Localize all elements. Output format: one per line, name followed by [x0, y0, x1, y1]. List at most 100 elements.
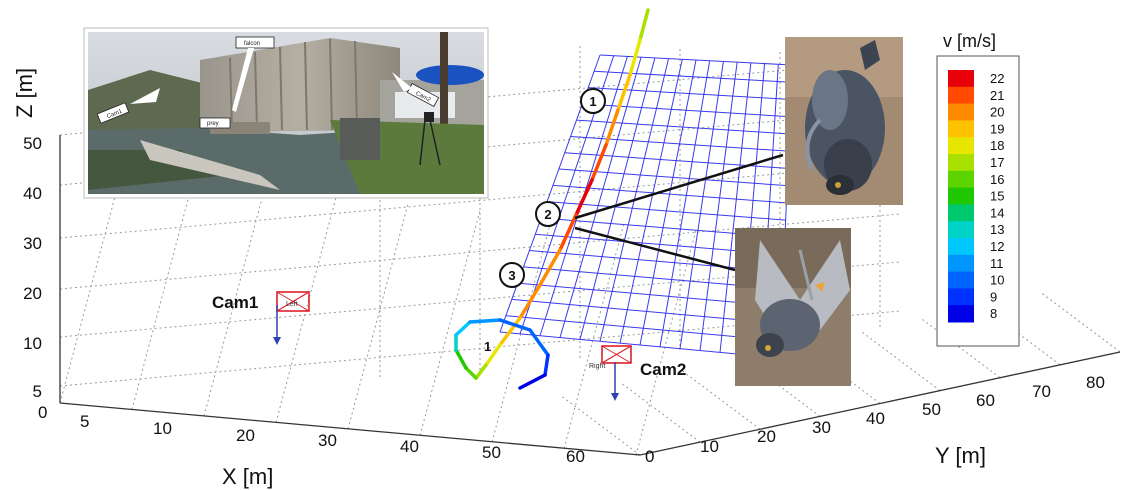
svg-text:falcon: falcon [244, 41, 260, 47]
svg-text:Cam1: Cam1 [212, 293, 258, 312]
mesh-line [599, 54, 793, 66]
trajectory-segment [574, 178, 594, 217]
trajectory-segment [454, 320, 472, 337]
colorbar-tick-label: 19 [990, 121, 1004, 136]
y-tick-label: 40 [866, 409, 885, 428]
grid-line-x-4 [347, 203, 409, 430]
mesh-line [505, 315, 781, 342]
marker-1: 1 [580, 88, 606, 114]
grid-line-y-5 [859, 330, 941, 391]
trajectory-segment [498, 316, 522, 347]
falcon-photo-upper [785, 37, 903, 205]
colorbar-swatch [948, 86, 974, 105]
axes-frame [59, 135, 1121, 456]
z-tick-label: 5 [33, 382, 42, 401]
colorbar-swatch [948, 120, 974, 138]
trajectory-segment [484, 343, 502, 367]
z-tick-label: 40 [23, 184, 42, 203]
y-axis-line [639, 351, 1121, 456]
svg-text:v [m/s]: v [m/s] [943, 31, 996, 51]
x-tick-label: 40 [400, 437, 419, 456]
mesh-line [582, 103, 790, 118]
colorbar-swatch [948, 170, 974, 189]
x-axis-line [59, 402, 641, 456]
trajectory-segment [464, 366, 478, 380]
connector-line-top [574, 153, 784, 220]
colorbar-swatch [948, 305, 974, 323]
mesh-line [594, 70, 792, 83]
z-tick-label: 10 [23, 334, 42, 353]
svg-text:Right: Right [589, 363, 605, 370]
trajectory-segment [518, 283, 542, 320]
mesh-line [719, 62, 752, 353]
grid-line-x-6 [491, 216, 553, 443]
mesh-line [679, 61, 724, 349]
mesh-line [639, 59, 697, 346]
grid-line-x-2 [203, 190, 265, 417]
mesh-line [559, 57, 642, 338]
cam2-marker: Right Cam2 [589, 345, 686, 401]
mesh-line [547, 201, 786, 221]
y-tick-label: 80 [1086, 373, 1105, 392]
trajectory-segment [604, 108, 620, 147]
svg-text:Cam1: Cam1 [106, 108, 124, 120]
trajectory-segment [616, 73, 632, 112]
falcon-photo-lower [735, 228, 851, 386]
mesh-line [576, 119, 790, 135]
colorbar-swatch [948, 204, 974, 222]
y-tick-label: 50 [922, 400, 941, 419]
x-tick-labels: 0 5 10 20 30 40 50 60 [38, 403, 585, 466]
x-tick-label: 20 [236, 426, 255, 445]
mesh-line [659, 60, 711, 347]
svg-text:1: 1 [589, 94, 596, 109]
trajectory-segment [454, 348, 468, 370]
x-axis-label: X [m] [222, 464, 273, 489]
x-tick-label: 10 [153, 419, 172, 438]
colorbar-tick-label: 20 [990, 105, 1004, 120]
colorbar-tick-label: 22 [990, 71, 1004, 86]
y-tick-label: 0 [645, 447, 654, 466]
colorbar-tick-label: 13 [990, 222, 1004, 237]
marker-2: 2 [535, 201, 561, 227]
trajectory-segment [518, 373, 547, 390]
colorbar-swatch [948, 70, 974, 88]
mesh-line [552, 184, 787, 204]
z-tick-label: 50 [23, 134, 42, 153]
y-tick-label: 70 [1032, 382, 1051, 401]
colorbar-tick-label: 18 [990, 138, 1004, 153]
x-tick-label: 30 [318, 431, 337, 450]
trajectory-segment [528, 328, 550, 357]
colorbar-tick-label: 8 [990, 306, 997, 321]
mesh-line [499, 331, 781, 359]
colorbar-tick-label: 17 [990, 155, 1004, 170]
colorbar-swatch [948, 254, 974, 273]
colorbar-swatch [948, 103, 974, 121]
grid-line-x-3 [275, 197, 337, 423]
y-tick-label: 10 [700, 437, 719, 456]
svg-text:Left: Left [286, 301, 298, 308]
colorbar-tick-label: 14 [990, 205, 1004, 220]
inset-photo-dam-scene: falcon Cam1 Cam2 prey [83, 27, 489, 199]
svg-text:Cam2: Cam2 [640, 360, 686, 379]
colorbar-swatch [948, 221, 974, 239]
trajectory-segment [590, 143, 608, 182]
trajectory-segment [498, 318, 532, 332]
x-tick-label: 60 [566, 447, 585, 466]
grid-line-x-5 [419, 210, 481, 436]
x-tick-label: 50 [482, 443, 501, 462]
svg-text:2: 2 [544, 207, 551, 222]
falcon-trajectory [454, 8, 650, 390]
colorbar-swatch [948, 187, 974, 205]
trajectory-segment [558, 213, 578, 252]
trajectory-segment [543, 353, 550, 377]
z-tick-label: 30 [23, 234, 42, 253]
grid-line-y-8 [1039, 291, 1121, 353]
colorbar-tick-label: 10 [990, 273, 1004, 288]
grid-line-x-1 [131, 184, 193, 410]
marker-3: 3 [499, 262, 525, 288]
colorbar-tick-label: 21 [990, 88, 1004, 103]
colorbar-tick-label: 12 [990, 239, 1004, 254]
grid-line-x-7 [563, 223, 625, 449]
colorbar-swatch [948, 288, 974, 306]
